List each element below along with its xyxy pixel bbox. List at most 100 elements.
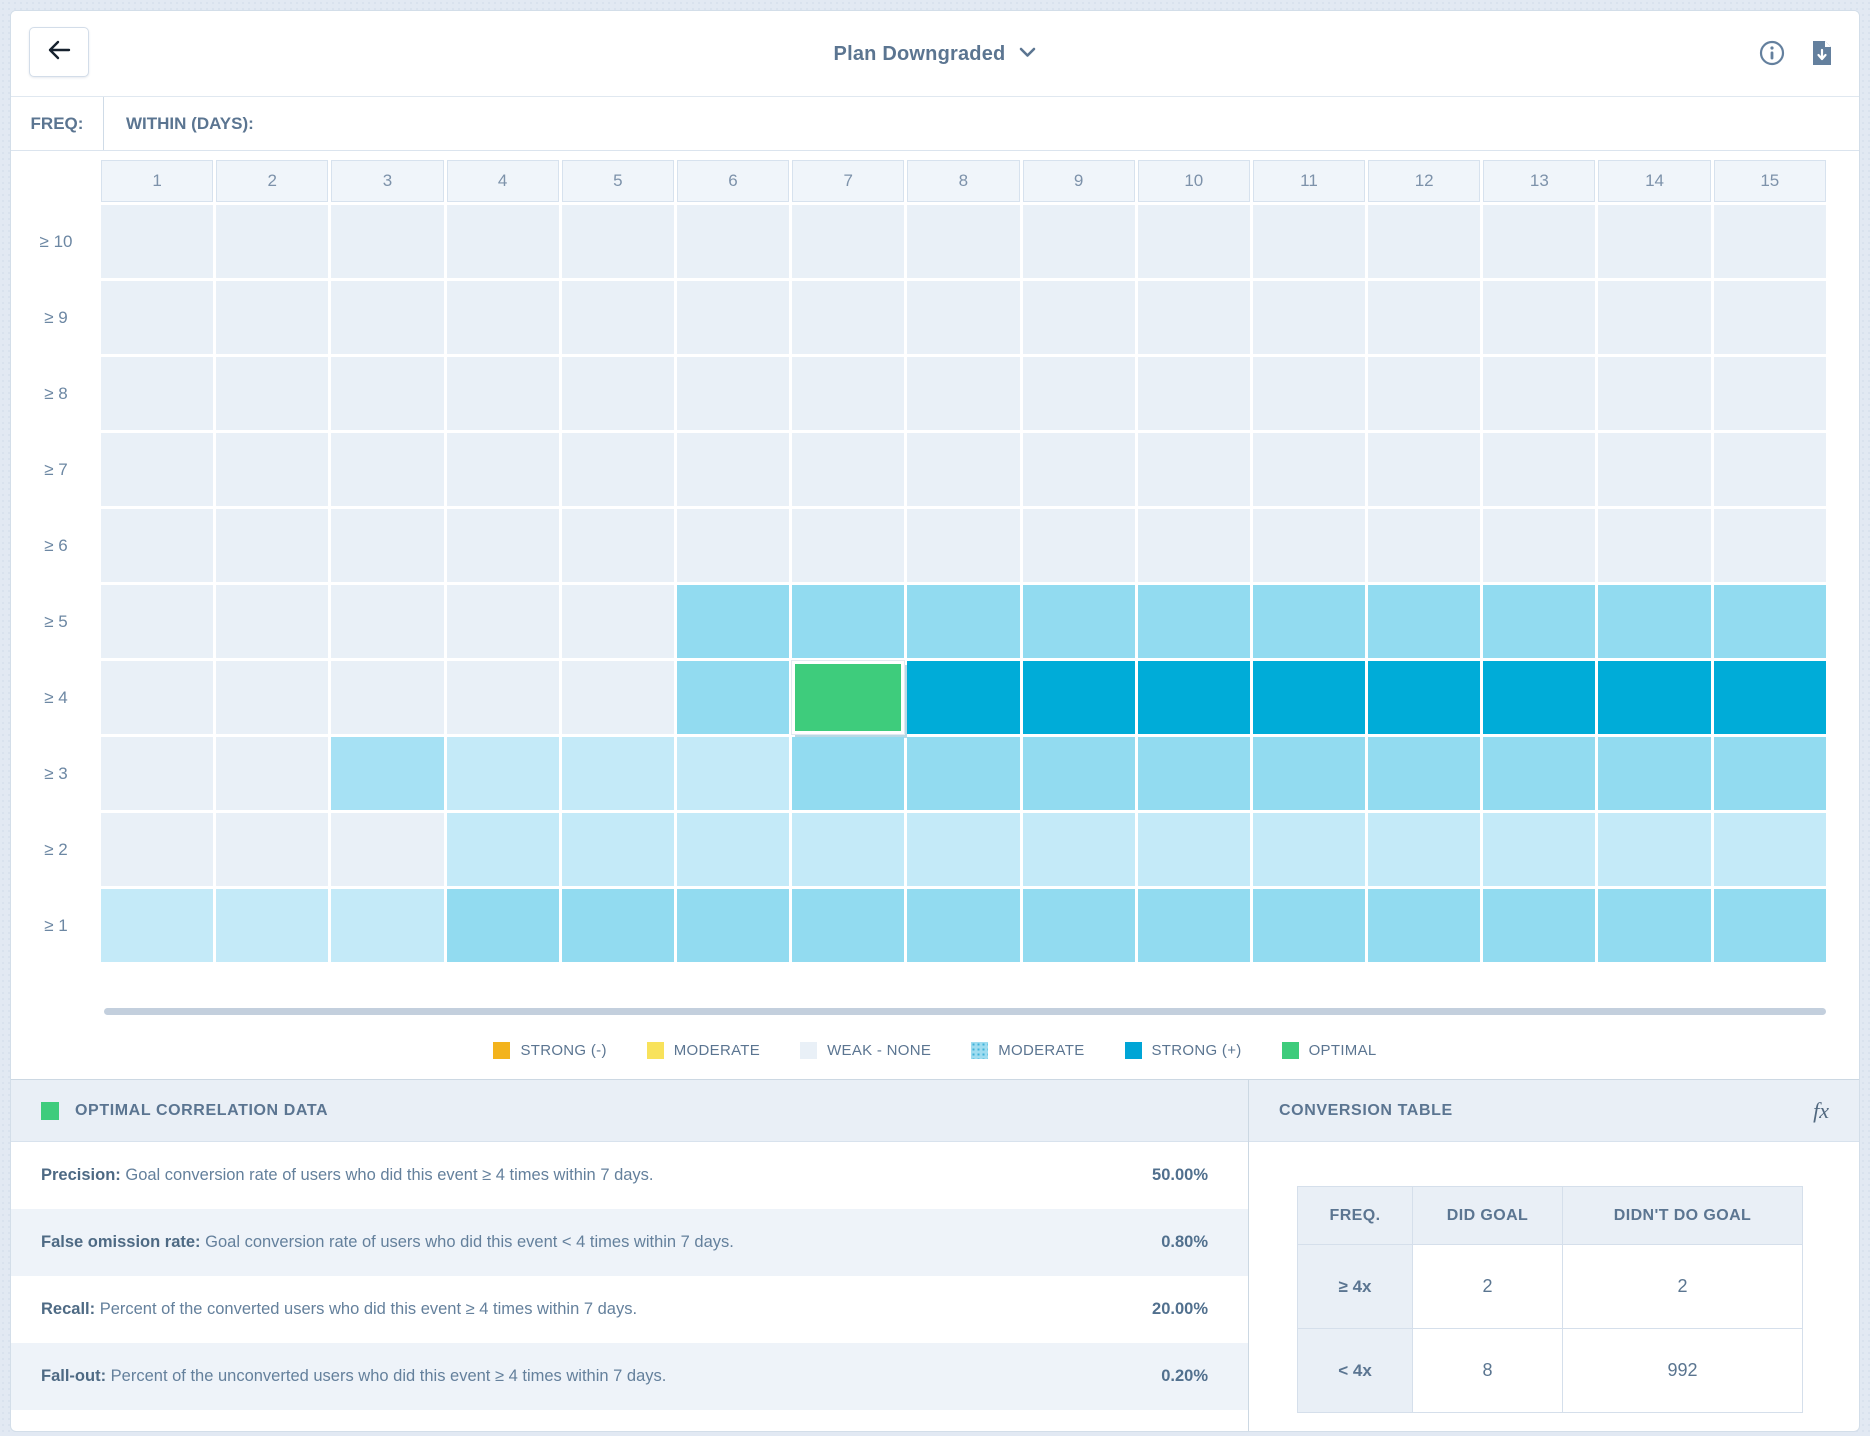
heatmap-cell[interactable] bbox=[561, 585, 674, 658]
heatmap-cell[interactable] bbox=[1598, 813, 1711, 886]
heatmap-cell[interactable] bbox=[101, 737, 214, 810]
heatmap-cell[interactable] bbox=[1252, 889, 1366, 962]
heatmap-cell[interactable] bbox=[1713, 661, 1826, 734]
heatmap-cell[interactable] bbox=[446, 509, 559, 582]
heatmap-cell[interactable] bbox=[101, 889, 214, 962]
heatmap-cell[interactable] bbox=[1252, 357, 1366, 430]
heatmap-cell[interactable] bbox=[1483, 889, 1596, 962]
heatmap-cell[interactable] bbox=[792, 509, 905, 582]
heatmap-cell[interactable] bbox=[676, 737, 790, 810]
heatmap-cell[interactable] bbox=[1713, 433, 1826, 506]
heatmap-cell[interactable] bbox=[1598, 661, 1711, 734]
heatmap-cell[interactable] bbox=[446, 357, 559, 430]
heatmap-cell[interactable] bbox=[676, 585, 790, 658]
horizontal-scrollbar[interactable] bbox=[104, 1008, 1826, 1015]
heatmap-cell[interactable] bbox=[1713, 205, 1826, 278]
heatmap-cell[interactable] bbox=[907, 433, 1020, 506]
heatmap-cell[interactable] bbox=[1137, 281, 1250, 354]
heatmap-cell[interactable] bbox=[1713, 281, 1826, 354]
heatmap-cell-optimal-selected[interactable] bbox=[791, 660, 906, 735]
heatmap-cell[interactable] bbox=[792, 281, 905, 354]
heatmap-cell[interactable] bbox=[446, 737, 559, 810]
heatmap-cell[interactable] bbox=[1713, 889, 1826, 962]
heatmap-cell[interactable] bbox=[101, 661, 214, 734]
heatmap-cell[interactable] bbox=[331, 433, 444, 506]
heatmap-cell[interactable] bbox=[561, 737, 674, 810]
heatmap-cell[interactable] bbox=[1252, 661, 1366, 734]
heatmap-cell[interactable] bbox=[1368, 889, 1481, 962]
heatmap-cell[interactable] bbox=[792, 357, 905, 430]
heatmap-cell[interactable] bbox=[446, 433, 559, 506]
heatmap-cell[interactable] bbox=[446, 813, 559, 886]
heatmap-cell[interactable] bbox=[907, 205, 1020, 278]
heatmap-cell[interactable] bbox=[1022, 433, 1135, 506]
heatmap-cell[interactable] bbox=[1368, 813, 1481, 886]
heatmap-cell[interactable] bbox=[1137, 509, 1250, 582]
heatmap-cell[interactable] bbox=[446, 205, 559, 278]
heatmap-cell[interactable] bbox=[1022, 585, 1135, 658]
heatmap-cell[interactable] bbox=[331, 281, 444, 354]
heatmap-cell[interactable] bbox=[792, 737, 905, 810]
heatmap-cell[interactable] bbox=[792, 889, 905, 962]
heatmap-cell[interactable] bbox=[1598, 281, 1711, 354]
heatmap-cell[interactable] bbox=[101, 357, 214, 430]
heatmap-cell[interactable] bbox=[216, 737, 329, 810]
heatmap-cell[interactable] bbox=[676, 661, 790, 734]
heatmap-cell[interactable] bbox=[1483, 813, 1596, 886]
heatmap-cell[interactable] bbox=[1022, 357, 1135, 430]
heatmap-cell[interactable] bbox=[561, 281, 674, 354]
heatmap-cell[interactable] bbox=[1252, 737, 1366, 810]
heatmap-cell[interactable] bbox=[792, 813, 905, 886]
heatmap-cell[interactable] bbox=[1483, 661, 1596, 734]
heatmap-cell[interactable] bbox=[561, 357, 674, 430]
heatmap-cell[interactable] bbox=[1022, 813, 1135, 886]
heatmap-cell[interactable] bbox=[1022, 281, 1135, 354]
heatmap-cell[interactable] bbox=[792, 433, 905, 506]
heatmap-cell[interactable] bbox=[101, 585, 214, 658]
heatmap-cell[interactable] bbox=[1368, 661, 1481, 734]
heatmap-cell[interactable] bbox=[331, 509, 444, 582]
heatmap-cell[interactable] bbox=[216, 357, 329, 430]
heatmap-cell[interactable] bbox=[1368, 737, 1481, 810]
heatmap-cell[interactable] bbox=[907, 585, 1020, 658]
heatmap-cell[interactable] bbox=[1598, 889, 1711, 962]
heatmap-cell[interactable] bbox=[101, 509, 214, 582]
heatmap-cell[interactable] bbox=[1598, 433, 1711, 506]
heatmap-cell[interactable] bbox=[1483, 281, 1596, 354]
heatmap-cell[interactable] bbox=[331, 205, 444, 278]
heatmap-cell[interactable] bbox=[1252, 433, 1366, 506]
heatmap-cell[interactable] bbox=[1713, 509, 1826, 582]
heatmap-cell[interactable] bbox=[561, 813, 674, 886]
heatmap-cell[interactable] bbox=[1483, 357, 1596, 430]
heatmap-cell[interactable] bbox=[1022, 889, 1135, 962]
heatmap-cell[interactable] bbox=[446, 281, 559, 354]
heatmap-cell[interactable] bbox=[331, 889, 444, 962]
heatmap-cell[interactable] bbox=[1483, 509, 1596, 582]
heatmap-cell[interactable] bbox=[561, 661, 674, 734]
heatmap-cell[interactable] bbox=[1483, 205, 1596, 278]
heatmap-cell[interactable] bbox=[1137, 357, 1250, 430]
heatmap-cell[interactable] bbox=[1713, 585, 1826, 658]
info-button[interactable] bbox=[1759, 40, 1785, 69]
download-button[interactable] bbox=[1811, 39, 1833, 70]
heatmap-cell[interactable] bbox=[216, 661, 329, 734]
heatmap-cell[interactable] bbox=[792, 585, 905, 658]
heatmap-cell[interactable] bbox=[676, 509, 790, 582]
heatmap-cell[interactable] bbox=[216, 889, 329, 962]
heatmap-cell[interactable] bbox=[676, 889, 790, 962]
heatmap-cell[interactable] bbox=[1022, 661, 1135, 734]
heatmap-cell[interactable] bbox=[907, 661, 1020, 734]
heatmap-cell[interactable] bbox=[561, 205, 674, 278]
heatmap-cell[interactable] bbox=[561, 889, 674, 962]
heatmap-cell[interactable] bbox=[1598, 357, 1711, 430]
heatmap-cell[interactable] bbox=[1598, 509, 1711, 582]
heatmap-cell[interactable] bbox=[1022, 205, 1135, 278]
heatmap-cell[interactable] bbox=[216, 813, 329, 886]
heatmap-cell[interactable] bbox=[1137, 585, 1250, 658]
heatmap-cell[interactable] bbox=[907, 813, 1020, 886]
heatmap-cell[interactable] bbox=[676, 205, 790, 278]
heatmap-cell[interactable] bbox=[1483, 585, 1596, 658]
heatmap-cell[interactable] bbox=[101, 205, 214, 278]
heatmap-cell[interactable] bbox=[561, 509, 674, 582]
heatmap-cell[interactable] bbox=[1483, 737, 1596, 810]
